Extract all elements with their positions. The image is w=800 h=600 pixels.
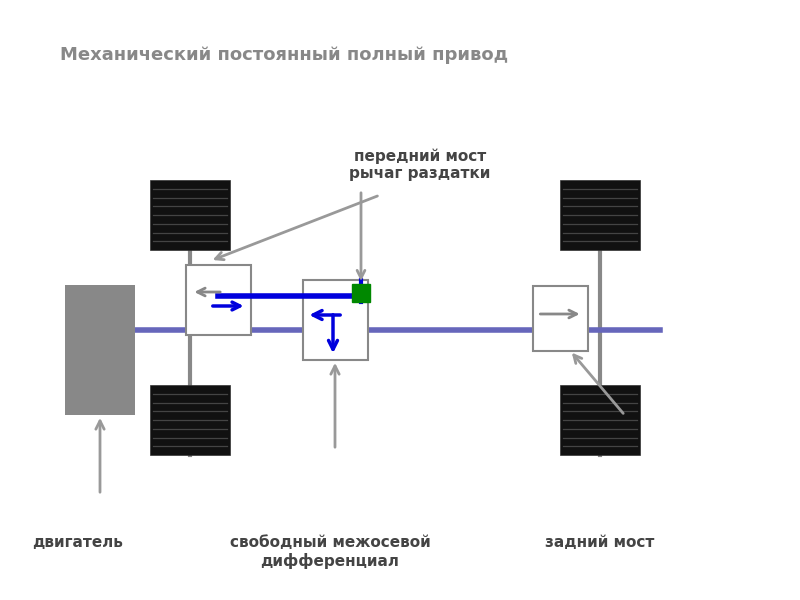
Bar — [352, 284, 370, 302]
Bar — [560, 180, 640, 250]
Text: задний мост: задний мост — [546, 535, 654, 550]
Text: Механический постоянный полный привод: Механический постоянный полный привод — [60, 46, 508, 64]
Text: свободный межосевой
дифференциал: свободный межосевой дифференциал — [230, 535, 430, 569]
Bar — [186, 265, 250, 335]
Text: передний мост
рычаг раздатки: передний мост рычаг раздатки — [350, 148, 490, 181]
Bar — [150, 385, 230, 455]
Text: двигатель: двигатель — [33, 535, 123, 550]
Bar — [65, 285, 135, 415]
Bar — [150, 180, 230, 250]
Bar — [560, 385, 640, 455]
Bar — [533, 286, 587, 350]
Bar — [302, 280, 367, 360]
